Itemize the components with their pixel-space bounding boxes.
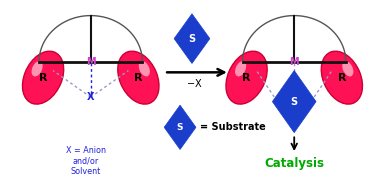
Ellipse shape <box>22 51 64 104</box>
Text: R: R <box>242 73 251 83</box>
Text: R: R <box>39 73 47 83</box>
Text: Catalysis: Catalysis <box>264 158 324 170</box>
Ellipse shape <box>118 51 159 104</box>
Ellipse shape <box>235 61 246 76</box>
Text: X: X <box>87 92 94 102</box>
Ellipse shape <box>139 61 150 76</box>
Ellipse shape <box>321 51 363 104</box>
Text: S: S <box>188 34 195 44</box>
Polygon shape <box>273 71 316 133</box>
Text: $-$X: $-$X <box>186 77 202 89</box>
Text: S: S <box>291 97 298 107</box>
Text: X = Anion
and/or
Solvent: X = Anion and/or Solvent <box>66 146 106 176</box>
Text: R: R <box>338 73 346 83</box>
Ellipse shape <box>226 51 267 104</box>
Text: S: S <box>177 123 183 132</box>
Polygon shape <box>164 105 196 149</box>
Text: M: M <box>86 57 96 67</box>
Polygon shape <box>174 14 210 64</box>
Text: M: M <box>290 57 299 67</box>
Ellipse shape <box>31 61 43 76</box>
Text: = Substrate: = Substrate <box>200 122 266 132</box>
Ellipse shape <box>342 61 353 76</box>
Text: R: R <box>134 73 143 83</box>
